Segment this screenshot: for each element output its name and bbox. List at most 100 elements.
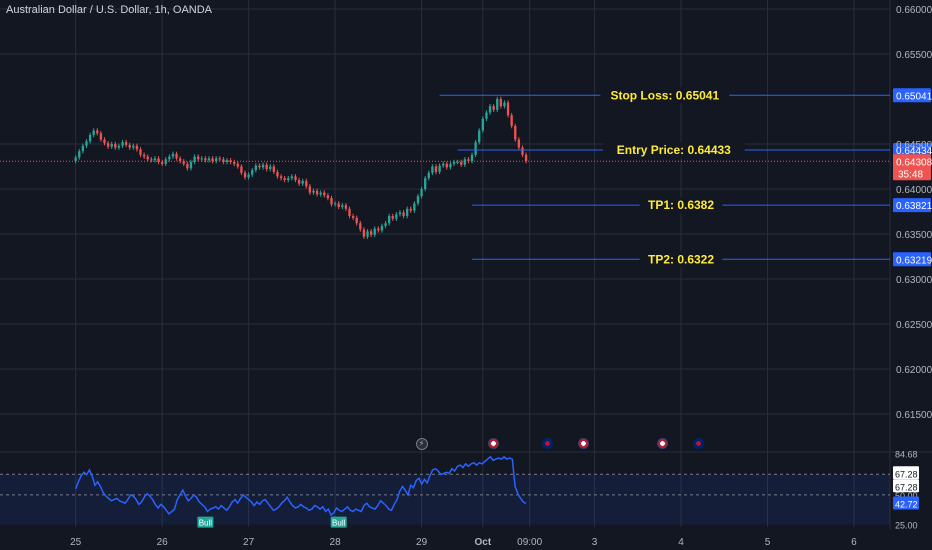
candle-body [413,203,416,211]
candle-body [261,164,265,168]
candle-body [420,189,423,197]
current-price-tag [893,154,931,181]
candle-body [132,145,135,148]
candle-body [351,216,355,218]
candle-body [236,163,239,167]
price-tick-label: 0.63500 [896,230,932,241]
candle-body [438,165,441,172]
candle-body [287,178,290,180]
candle-body [305,180,308,187]
candle-body [395,214,398,219]
grid [0,0,932,530]
candle-body [121,142,124,146]
candle-body [460,162,463,165]
time-tick-label: 27 [243,537,255,548]
time-tick-label: 3 [592,537,598,548]
candle-body [312,190,315,193]
candle-body [402,212,405,216]
level-price-tag-label: 0.64434 [896,146,932,157]
time-tick-label: 09:00 [517,537,542,548]
current-price-label: 0.64308 [896,157,932,168]
candle-body [269,166,272,170]
candle-body [251,170,254,175]
candle-body [103,139,106,144]
time-tick-label: 29 [416,537,428,548]
level-label: TP2: 0.6322 [648,252,714,266]
price-tick-label: 0.64000 [896,185,932,196]
trade-levels: Stop Loss: 0.65041 Entry Price: 0.64433 TP… [0,87,890,268]
time-tick-label: Oct [474,537,491,548]
candle-body [114,144,117,148]
chart-title: Australian Dollar / U.S. Dollar, 1h, OAN… [6,4,213,16]
price-tick-label: 0.64500 [896,140,932,151]
candle-body [506,102,510,116]
au-flag-icon[interactable] [693,438,705,449]
level-label: Entry Price: 0.64433 [617,143,731,157]
candle-body [492,106,495,110]
candle-body [514,126,517,140]
candle-body [373,228,376,235]
candle-body [178,158,182,162]
candle-body [362,229,366,237]
candle-body [449,163,452,168]
candle-body [99,133,103,140]
candle-body [92,130,95,135]
candle-body [243,172,247,178]
candle-body [276,171,279,177]
candle-body [456,162,459,163]
candle-body [279,176,283,179]
candle-body [341,205,344,207]
rsi-axis-label: 84.68 [895,450,918,460]
candle-body [297,180,301,184]
candle-body [409,208,412,211]
bull-signal-label: Bull [332,519,346,528]
candle-body [355,217,358,224]
candle-body [200,158,203,160]
us-flag-icon[interactable] [487,438,499,449]
price-tick-label: 0.65500 [896,50,932,61]
candlestick-series [74,96,528,239]
candle-body [135,145,139,150]
candle-body [283,178,286,180]
level-price-tag [893,143,931,158]
candle-body [405,208,409,216]
candle-body [470,154,474,162]
price-tick-label: 0.61500 [896,410,932,421]
candle-body [369,231,373,235]
candle-body [218,158,221,160]
candle-body [265,164,268,170]
rsi-axis-label: 25.00 [895,521,918,531]
candle-body [81,145,85,152]
candle-body [215,158,218,162]
candle-body [510,115,513,126]
candle-body [272,166,276,172]
candle-body [467,159,470,162]
candle-body [193,156,196,162]
candle-body [204,158,207,161]
us-flag-icon[interactable] [656,438,668,449]
candle-body [157,158,160,162]
candle-body [254,165,258,171]
level-label-bg [639,197,723,214]
bull-signal-badge [197,516,214,528]
time-tick-label: 25 [70,537,82,548]
candle-body [74,157,77,162]
candle-body [146,156,149,160]
au-flag-icon[interactable] [541,438,553,449]
level-label: Stop Loss: 0.65041 [610,88,719,102]
candle-body [88,135,92,142]
candle-body [348,208,351,216]
candle-body [85,141,88,146]
candle-body [330,198,333,205]
candle-body [294,176,297,180]
level-price-tag [893,252,931,267]
level-price-tag-label: 0.63219 [896,255,932,266]
lightning-icon[interactable]: ⚡ [415,438,428,450]
candle-body [168,156,171,160]
level-label-bg [639,251,723,268]
candle-body [377,228,380,231]
us-flag-icon[interactable] [577,438,589,449]
rsi-axis-label: 50.00 [895,491,918,501]
